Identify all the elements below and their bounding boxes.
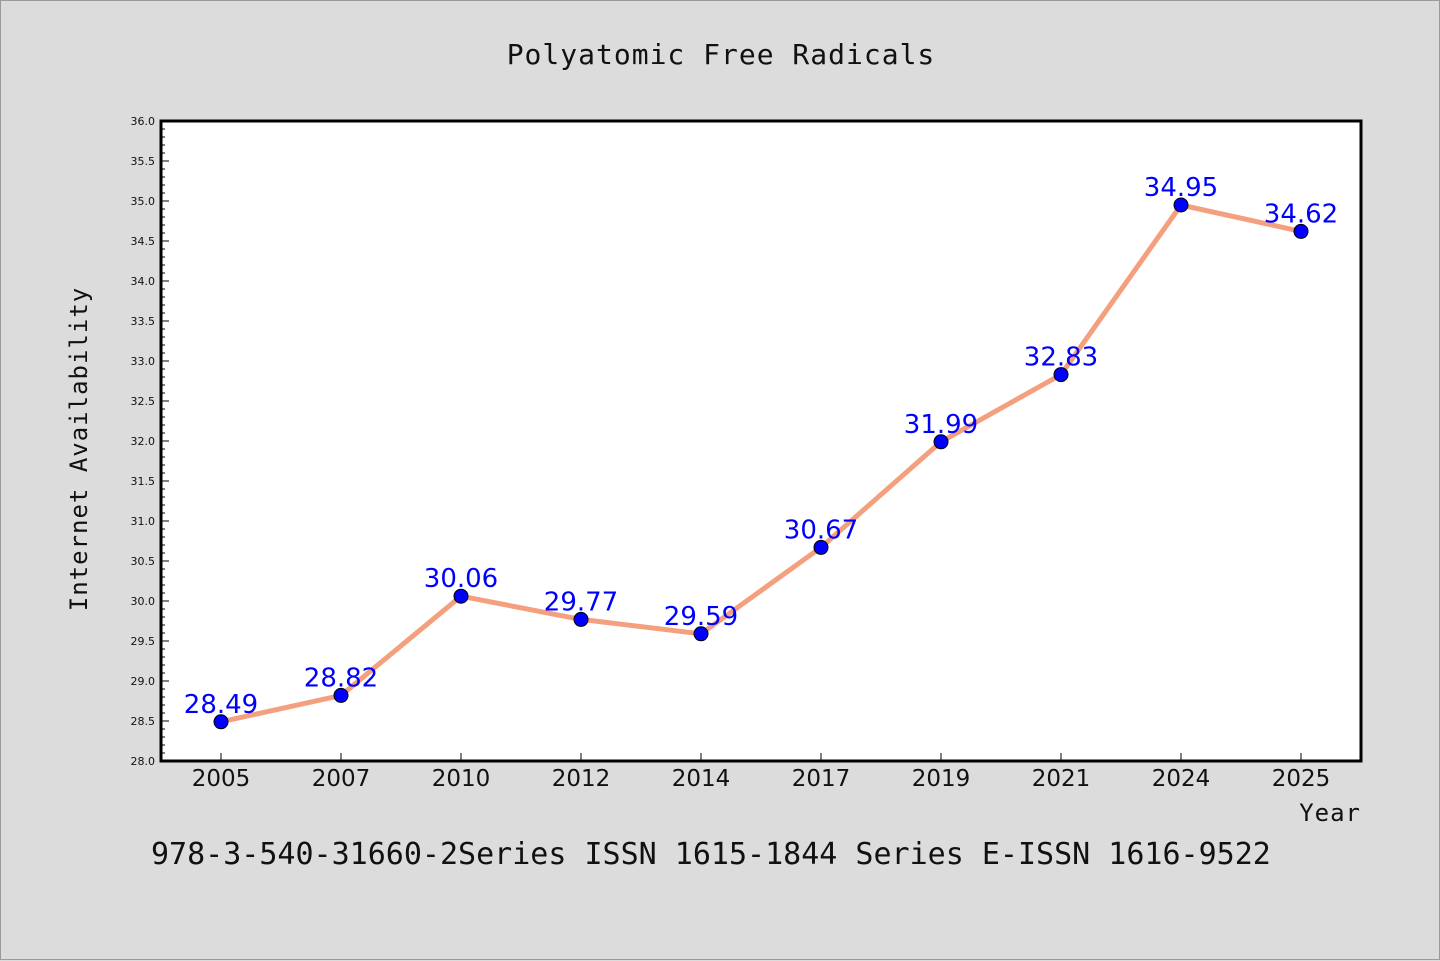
y-tick-label: 32.5 [131, 395, 156, 408]
data-point [693, 626, 709, 642]
y-tick-label: 30.0 [131, 595, 156, 608]
data-point [573, 611, 589, 627]
x-tick-label: 2021 [1032, 766, 1091, 792]
chart-title: Polyatomic Free Radicals [507, 38, 936, 71]
data-point [1053, 367, 1069, 383]
data-label: 29.77 [544, 587, 618, 617]
data-label: 28.82 [304, 663, 378, 693]
data-point [213, 714, 229, 730]
x-tick-label: 2012 [552, 766, 611, 792]
y-tick-label: 32.0 [131, 435, 156, 448]
y-axis-title: Internet Availability [65, 287, 93, 611]
plot-area [159, 119, 1363, 763]
y-tick-label: 33.0 [131, 355, 156, 368]
data-labels: 28.49 28.82 30.06 29.77 29.59 30.67 31.99 32.83… [184, 173, 1338, 720]
data-point [453, 588, 469, 604]
y-tick-label: 29.0 [131, 675, 156, 688]
data-point [1293, 223, 1309, 239]
data-point [1173, 197, 1189, 213]
y-tick-label: 31.5 [131, 475, 156, 488]
x-tick-label: 2014 [672, 766, 731, 792]
footer-isbn-text: 978-3-540-31660-2Series ISSN 1615-1844 S… [151, 837, 1271, 872]
y-tick-label: 34.0 [131, 275, 156, 288]
y-axis: 28.0 28.5 29.0 29.5 30.0 30.5 31.0 31.5 32.0 32.5… [131, 115, 169, 768]
data-label: 34.62 [1264, 199, 1338, 229]
series-line [220, 202, 1302, 725]
y-tick-label: 28.0 [131, 755, 156, 768]
y-tick-label: 36.0 [131, 115, 156, 128]
data-label: 30.06 [424, 564, 498, 594]
x-tick-label: 2007 [312, 766, 371, 792]
data-label: 32.83 [1024, 343, 1098, 373]
x-axis-title: Year [1299, 799, 1361, 827]
data-point [933, 434, 949, 450]
data-point [333, 687, 349, 703]
y-tick-label: 35.5 [131, 155, 156, 168]
y-tick-label: 31.0 [131, 515, 156, 528]
x-tick-label: 2024 [1152, 766, 1211, 792]
x-tick-label: 2005 [192, 766, 251, 792]
x-tick-label: 2025 [1272, 766, 1331, 792]
data-label: 31.99 [904, 410, 978, 440]
y-tick-label: 30.5 [131, 555, 156, 568]
x-tick-label: 2017 [792, 766, 851, 792]
x-tick-label: 2010 [432, 766, 491, 792]
y-tick-label: 29.5 [131, 635, 156, 648]
y-tick-label: 34.5 [131, 235, 156, 248]
data-label: 29.59 [664, 602, 738, 632]
y-tick-label: 28.5 [131, 715, 156, 728]
data-point [813, 539, 829, 555]
y-tick-label: 35.0 [131, 195, 156, 208]
x-tick-label: 2019 [912, 766, 971, 792]
data-label: 28.49 [184, 690, 258, 720]
data-label: 34.95 [1144, 173, 1218, 203]
data-label: 30.67 [784, 515, 858, 545]
series-layer [213, 197, 1309, 730]
x-axis: 2005 2007 2010 2012 2014 2017 2019 2021 2024 2025 [192, 753, 1331, 792]
y-tick-label: 33.5 [131, 315, 156, 328]
